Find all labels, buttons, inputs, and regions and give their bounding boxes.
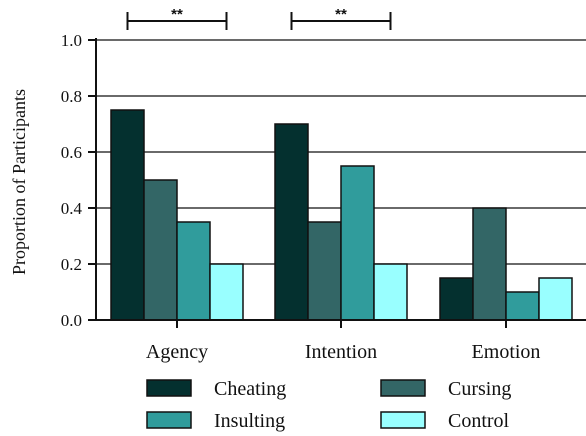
y-tick-label: 0.2	[61, 255, 82, 274]
significance-label: **	[335, 6, 347, 23]
bar-insulting-intention	[340, 165, 375, 321]
bar-control-emotion	[538, 277, 573, 321]
axes: 0.0 0.2 0.4 0.6 0.8 1.0 Agency Intention Emotion	[61, 31, 586, 363]
legend-label-cursing: Cursing	[448, 378, 511, 400]
x-tick-label: Agency	[146, 341, 208, 363]
bar-cursing-intention	[307, 221, 342, 321]
y-tick-label: 0.4	[61, 199, 83, 218]
y-tick-label: 0.8	[61, 87, 82, 106]
bar-control-agency	[209, 263, 244, 321]
bar-control-intention	[373, 263, 408, 321]
bar-insulting-emotion	[505, 291, 540, 321]
legend-label-insulting: Insulting	[214, 410, 285, 432]
x-tick-label: Emotion	[472, 341, 541, 363]
y-tick-label: 0.6	[61, 143, 82, 162]
significance-annotations: ** **	[126, 6, 392, 30]
y-axis-label: Proportion of Participants	[9, 89, 29, 275]
legend-label-control: Control	[448, 410, 510, 432]
legend-swatch-insulting	[146, 411, 192, 429]
y-tick-label: 0.0	[61, 311, 82, 330]
bar-cheating-agency	[110, 109, 145, 321]
legend-label-cheating: Cheating	[214, 378, 286, 400]
bars	[110, 109, 573, 321]
legend-swatch-control	[380, 411, 426, 429]
x-tick-label: Intention	[305, 341, 377, 363]
legend: Cheating Cursing Insulting Control	[146, 378, 511, 432]
bar-cheating-emotion	[439, 277, 474, 321]
bar-cursing-agency	[143, 179, 178, 321]
bar-cheating-intention	[274, 123, 309, 321]
legend-swatch-cursing	[380, 379, 426, 397]
legend-swatch-cheating	[146, 379, 192, 397]
significance-label: **	[171, 6, 183, 23]
y-tick-label: 1.0	[61, 31, 82, 50]
bar-insulting-agency	[176, 221, 211, 321]
bar-cursing-emotion	[472, 207, 507, 321]
